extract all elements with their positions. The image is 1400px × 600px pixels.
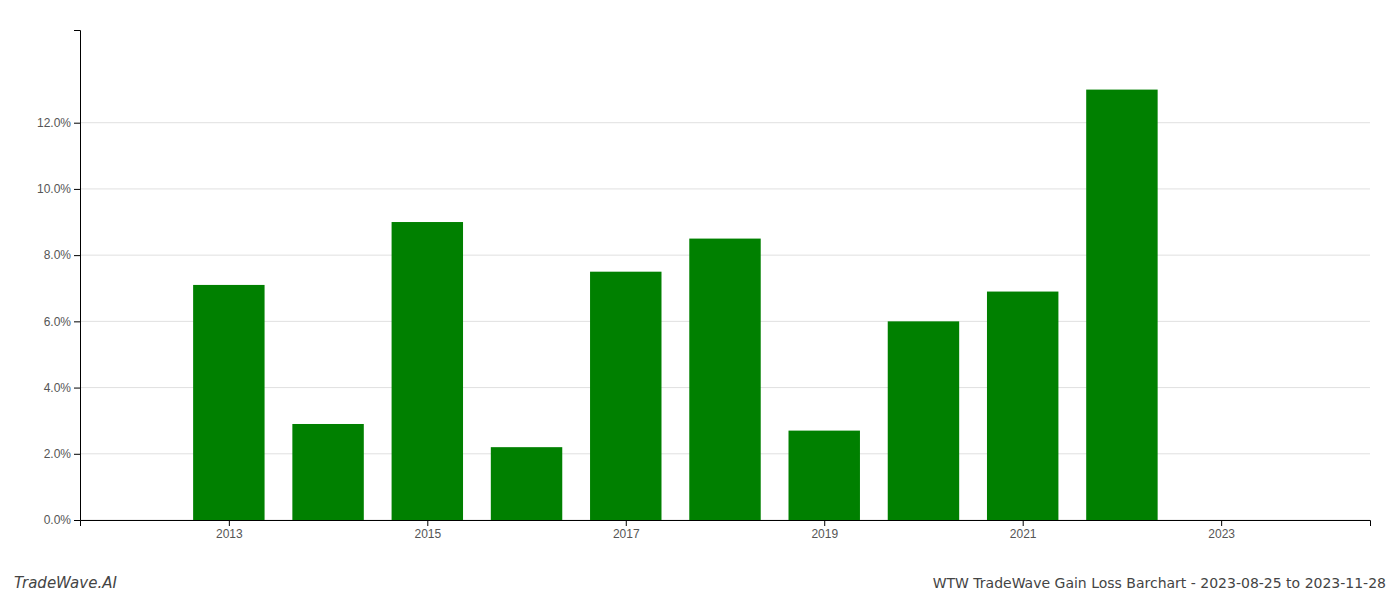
x-tick-mark	[824, 520, 825, 526]
x-tick-mark	[1221, 520, 1222, 526]
y-tick-mark	[74, 189, 80, 190]
x-tick-mark	[229, 520, 230, 526]
x-axis: 2013 2015 2017 2019 2021 2023	[81, 520, 1371, 541]
y-tick: 6.0%	[44, 315, 80, 329]
bar	[689, 239, 760, 520]
watermark: TradeWave.AI	[14, 574, 117, 592]
y-tick-label: 4.0%	[44, 381, 72, 395]
y-tick: 0.0%	[44, 513, 80, 527]
x-tick: 2017	[613, 520, 640, 541]
y-tick-label: 2.0%	[44, 447, 72, 461]
x-tick-label: 2023	[1208, 527, 1235, 541]
y-tick-label: 10.0%	[37, 182, 71, 196]
bar	[292, 424, 363, 520]
x-tick: 2015	[414, 520, 441, 541]
x-tick: 2021	[1010, 520, 1037, 541]
y-tick: 10.0%	[37, 182, 80, 196]
bars	[193, 90, 1158, 520]
x-tick-label: 2015	[414, 527, 441, 541]
chart: 2013 2015 2017 2019 2021 2023 0.0% 2.0% 4.0% 6.0%…	[0, 0, 1400, 600]
x-tick-mark	[626, 520, 627, 526]
y-tick: 4.0%	[44, 381, 80, 395]
y-tick: 8.0%	[44, 248, 80, 262]
y-axis-line	[74, 31, 81, 521]
x-tick: 2013	[216, 520, 243, 541]
bar	[888, 321, 959, 520]
grid	[80, 123, 1370, 520]
bar	[1086, 90, 1157, 520]
title: WTW TradeWave Gain Loss Barchart - 2023-…	[933, 575, 1386, 591]
x-tick: 2019	[811, 520, 838, 541]
y-tick: 2.0%	[44, 447, 80, 461]
plot-area: 2013 2015 2017 2019 2021 2023 0.0% 2.0% 4.0% 6.0%…	[37, 31, 1371, 541]
y-tick-label: 6.0%	[44, 315, 72, 329]
y-axis: 0.0% 2.0% 4.0% 6.0% 8.0% 10.0% 12.0%	[37, 31, 81, 528]
y-tick-mark	[74, 321, 80, 322]
bar	[789, 431, 860, 520]
y-tick-label: 12.0%	[37, 116, 71, 130]
y-tick-label: 8.0%	[44, 248, 72, 262]
y-tick-mark	[74, 454, 80, 455]
x-axis-line	[81, 521, 1371, 527]
x-tick-label: 2013	[216, 527, 243, 541]
y-tick-mark	[74, 255, 80, 256]
x-tick-label: 2017	[613, 527, 640, 541]
bar	[392, 222, 463, 520]
y-tick-label: 0.0%	[44, 513, 72, 527]
y-tick: 12.0%	[37, 116, 80, 130]
x-tick-label: 2019	[811, 527, 838, 541]
bar	[193, 285, 264, 520]
bar	[987, 292, 1058, 520]
x-tick: 2023	[1208, 520, 1235, 541]
bar	[491, 447, 562, 520]
y-tick-mark	[74, 388, 80, 389]
grid-line	[80, 188, 1370, 189]
y-tick-mark	[74, 520, 80, 521]
grid-line	[80, 122, 1370, 123]
bar	[590, 272, 661, 520]
x-tick-label: 2021	[1010, 527, 1037, 541]
x-tick-mark	[427, 520, 428, 526]
x-tick-mark	[1023, 520, 1024, 526]
y-tick-mark	[74, 123, 80, 124]
